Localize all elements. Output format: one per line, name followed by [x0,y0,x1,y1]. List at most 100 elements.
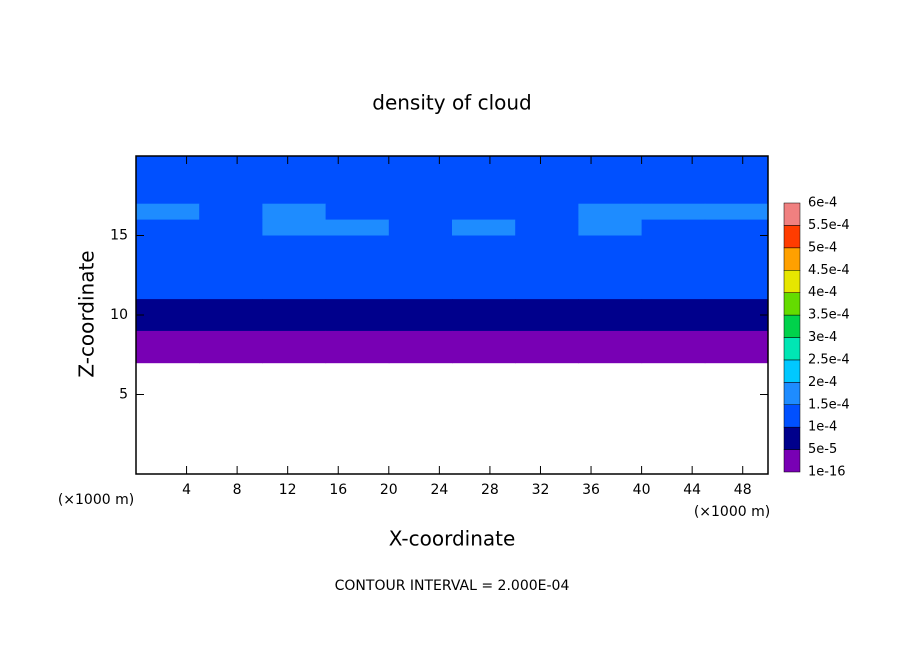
contour-cell [641,299,706,316]
x-unit: (×1000 m) [58,492,134,508]
contour-cell [704,187,769,205]
colorbar-swatch [783,449,801,473]
contour-cell [704,346,769,364]
x-tick-label: 4 [182,482,191,498]
colorbar-label: 2.5e-4 [808,352,850,367]
contour-cell [325,235,390,252]
contour-cell [388,203,453,221]
contour-cell [704,283,769,300]
contour-cell [199,315,263,332]
contour-cell [199,283,263,300]
contour-cell [578,187,643,205]
contour-cell [641,187,706,205]
contour-cell [578,346,643,364]
contour-cell [641,203,706,221]
x-tick-label: 24 [430,482,448,498]
contour-cell [262,251,327,268]
contour-cell [578,330,643,348]
contour-cell [199,156,263,173]
contour-cell [388,187,453,205]
contour-cell [515,299,579,316]
contour-cell [325,187,390,205]
contour-cell [452,251,516,268]
contour-cell [388,219,453,236]
footer: CONTOUR INTERVAL = 2.000E-04 [335,578,570,594]
contour-cell [515,346,579,364]
contour-cell [262,315,327,332]
colorbar-swatch [783,292,801,316]
contour-cell [452,203,516,221]
contour-cell [704,171,769,189]
colorbar-label: 5.5e-4 [808,218,850,233]
x-axis-label: X-coordinate [389,527,516,551]
contour-cell [452,156,516,173]
contour-cell [578,203,643,221]
contour-cell [515,235,579,252]
contour-cell [515,267,579,284]
contour-cell [388,267,453,284]
contour-cell [325,267,390,284]
contour-cell [325,346,390,364]
contour-cell [641,235,706,252]
colorbar-label: 1e-16 [808,465,846,480]
contour-cell [515,283,579,300]
contour-cell [262,299,327,316]
contour-cell [578,219,643,236]
contour-cell [452,315,516,332]
contour-cell [199,299,263,316]
contour-cell [136,203,200,221]
colorbar-swatch [783,225,801,249]
contour-cell [136,235,200,252]
contour-cell [515,187,579,205]
contour-cell [136,346,200,364]
contour-cell [452,235,516,252]
contour-cell [578,251,643,268]
contour-cell [262,171,327,189]
colorbar-swatch [783,202,801,226]
contour-cell [452,299,516,316]
contour-cell [136,299,200,316]
contour-cell [641,251,706,268]
contour-cell [641,171,706,189]
x-tick-label: 8 [233,482,242,498]
contour-cell [578,156,643,173]
contour-cell [136,187,200,205]
contour-cell [704,267,769,284]
colorbar-label: 4.5e-4 [808,263,850,278]
colorbar-label: 2e-4 [808,375,837,390]
colorbar-swatch [783,270,801,293]
contour-cell [578,283,643,300]
contour-cell [388,299,453,316]
contour-cell [704,219,769,236]
contour-cell [704,156,769,173]
contour-cell [136,315,200,332]
contour-cell [262,330,327,348]
contour-cell [325,219,390,236]
contour-cell [136,251,200,268]
contour-cell [515,330,579,348]
colorbar-swatch [783,359,801,383]
colorbar-swatch [783,337,801,361]
contour-cell [452,283,516,300]
contour-cell [515,315,579,332]
contour-cell [704,315,769,332]
contour-cell [578,267,643,284]
contour-cell [578,235,643,252]
contour-cell [199,171,263,189]
contour-cell [641,219,706,236]
contour-cell [262,235,327,252]
x-tick-label: 28 [481,482,499,498]
contour-cell [704,235,769,252]
y-axis-label: Z-coordinate [75,250,99,377]
contour-cell [641,346,706,364]
x-tick-label: 48 [734,482,752,498]
contour-cell [325,251,390,268]
colorbar-label: 1.5e-4 [808,397,850,412]
contour-cell [641,267,706,284]
contour-cell [262,283,327,300]
contour-cell [704,203,769,221]
colorbar-swatch [783,426,801,450]
contour-cell [325,283,390,300]
colorbar-label: 3.5e-4 [808,308,850,323]
